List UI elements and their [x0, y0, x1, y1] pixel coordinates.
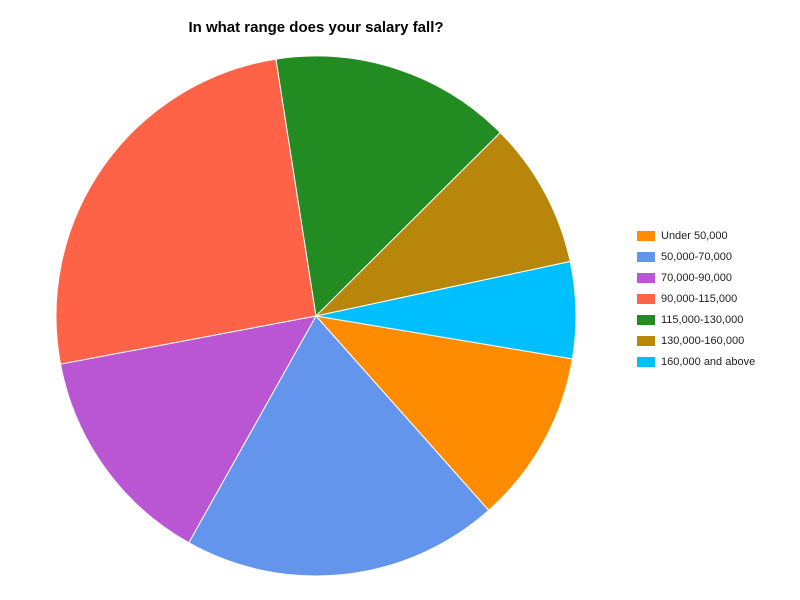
legend-item: 70,000-90,000: [637, 267, 797, 288]
legend-label: 90,000-115,000: [661, 292, 738, 305]
pie-slice: [188, 315, 490, 577]
legend-label: 130,000-160,000: [661, 334, 745, 347]
legend-label: 115,000-130,000: [661, 313, 744, 326]
pie-slice: [315, 260, 577, 360]
legend-item: Under 50,000: [637, 225, 797, 246]
pie-slice: [275, 55, 502, 318]
chart-legend: Under 50,000 50,000-70,000 70,000-90,000 90…: [637, 225, 797, 372]
legend-item: 160,000 and above: [637, 351, 797, 372]
legend-swatch: [637, 314, 655, 325]
legend-swatch: [637, 272, 655, 283]
legend-swatch: [637, 335, 655, 346]
legend-label: 160,000 and above: [661, 355, 756, 368]
legend-label: Under 50,000: [661, 229, 728, 242]
legend-label: 70,000-90,000: [661, 271, 732, 284]
pie-slice: [55, 58, 317, 365]
pie-slice: [314, 315, 574, 512]
legend-label: 50,000-70,000: [661, 250, 732, 263]
legend-swatch: [637, 356, 655, 367]
chart-title: In what range does your salary fall?: [188, 19, 444, 36]
legend-item: 130,000-160,000: [637, 330, 797, 351]
legend-swatch: [637, 293, 655, 304]
legend-swatch: [637, 230, 655, 241]
pie-slice: [314, 131, 571, 317]
pie-slice: [59, 315, 317, 544]
legend-item: 50,000-70,000: [637, 246, 797, 267]
legend-swatch: [637, 251, 655, 262]
legend-item: 115,000-130,000: [637, 309, 797, 330]
legend-item: 90,000-115,000: [637, 288, 797, 309]
